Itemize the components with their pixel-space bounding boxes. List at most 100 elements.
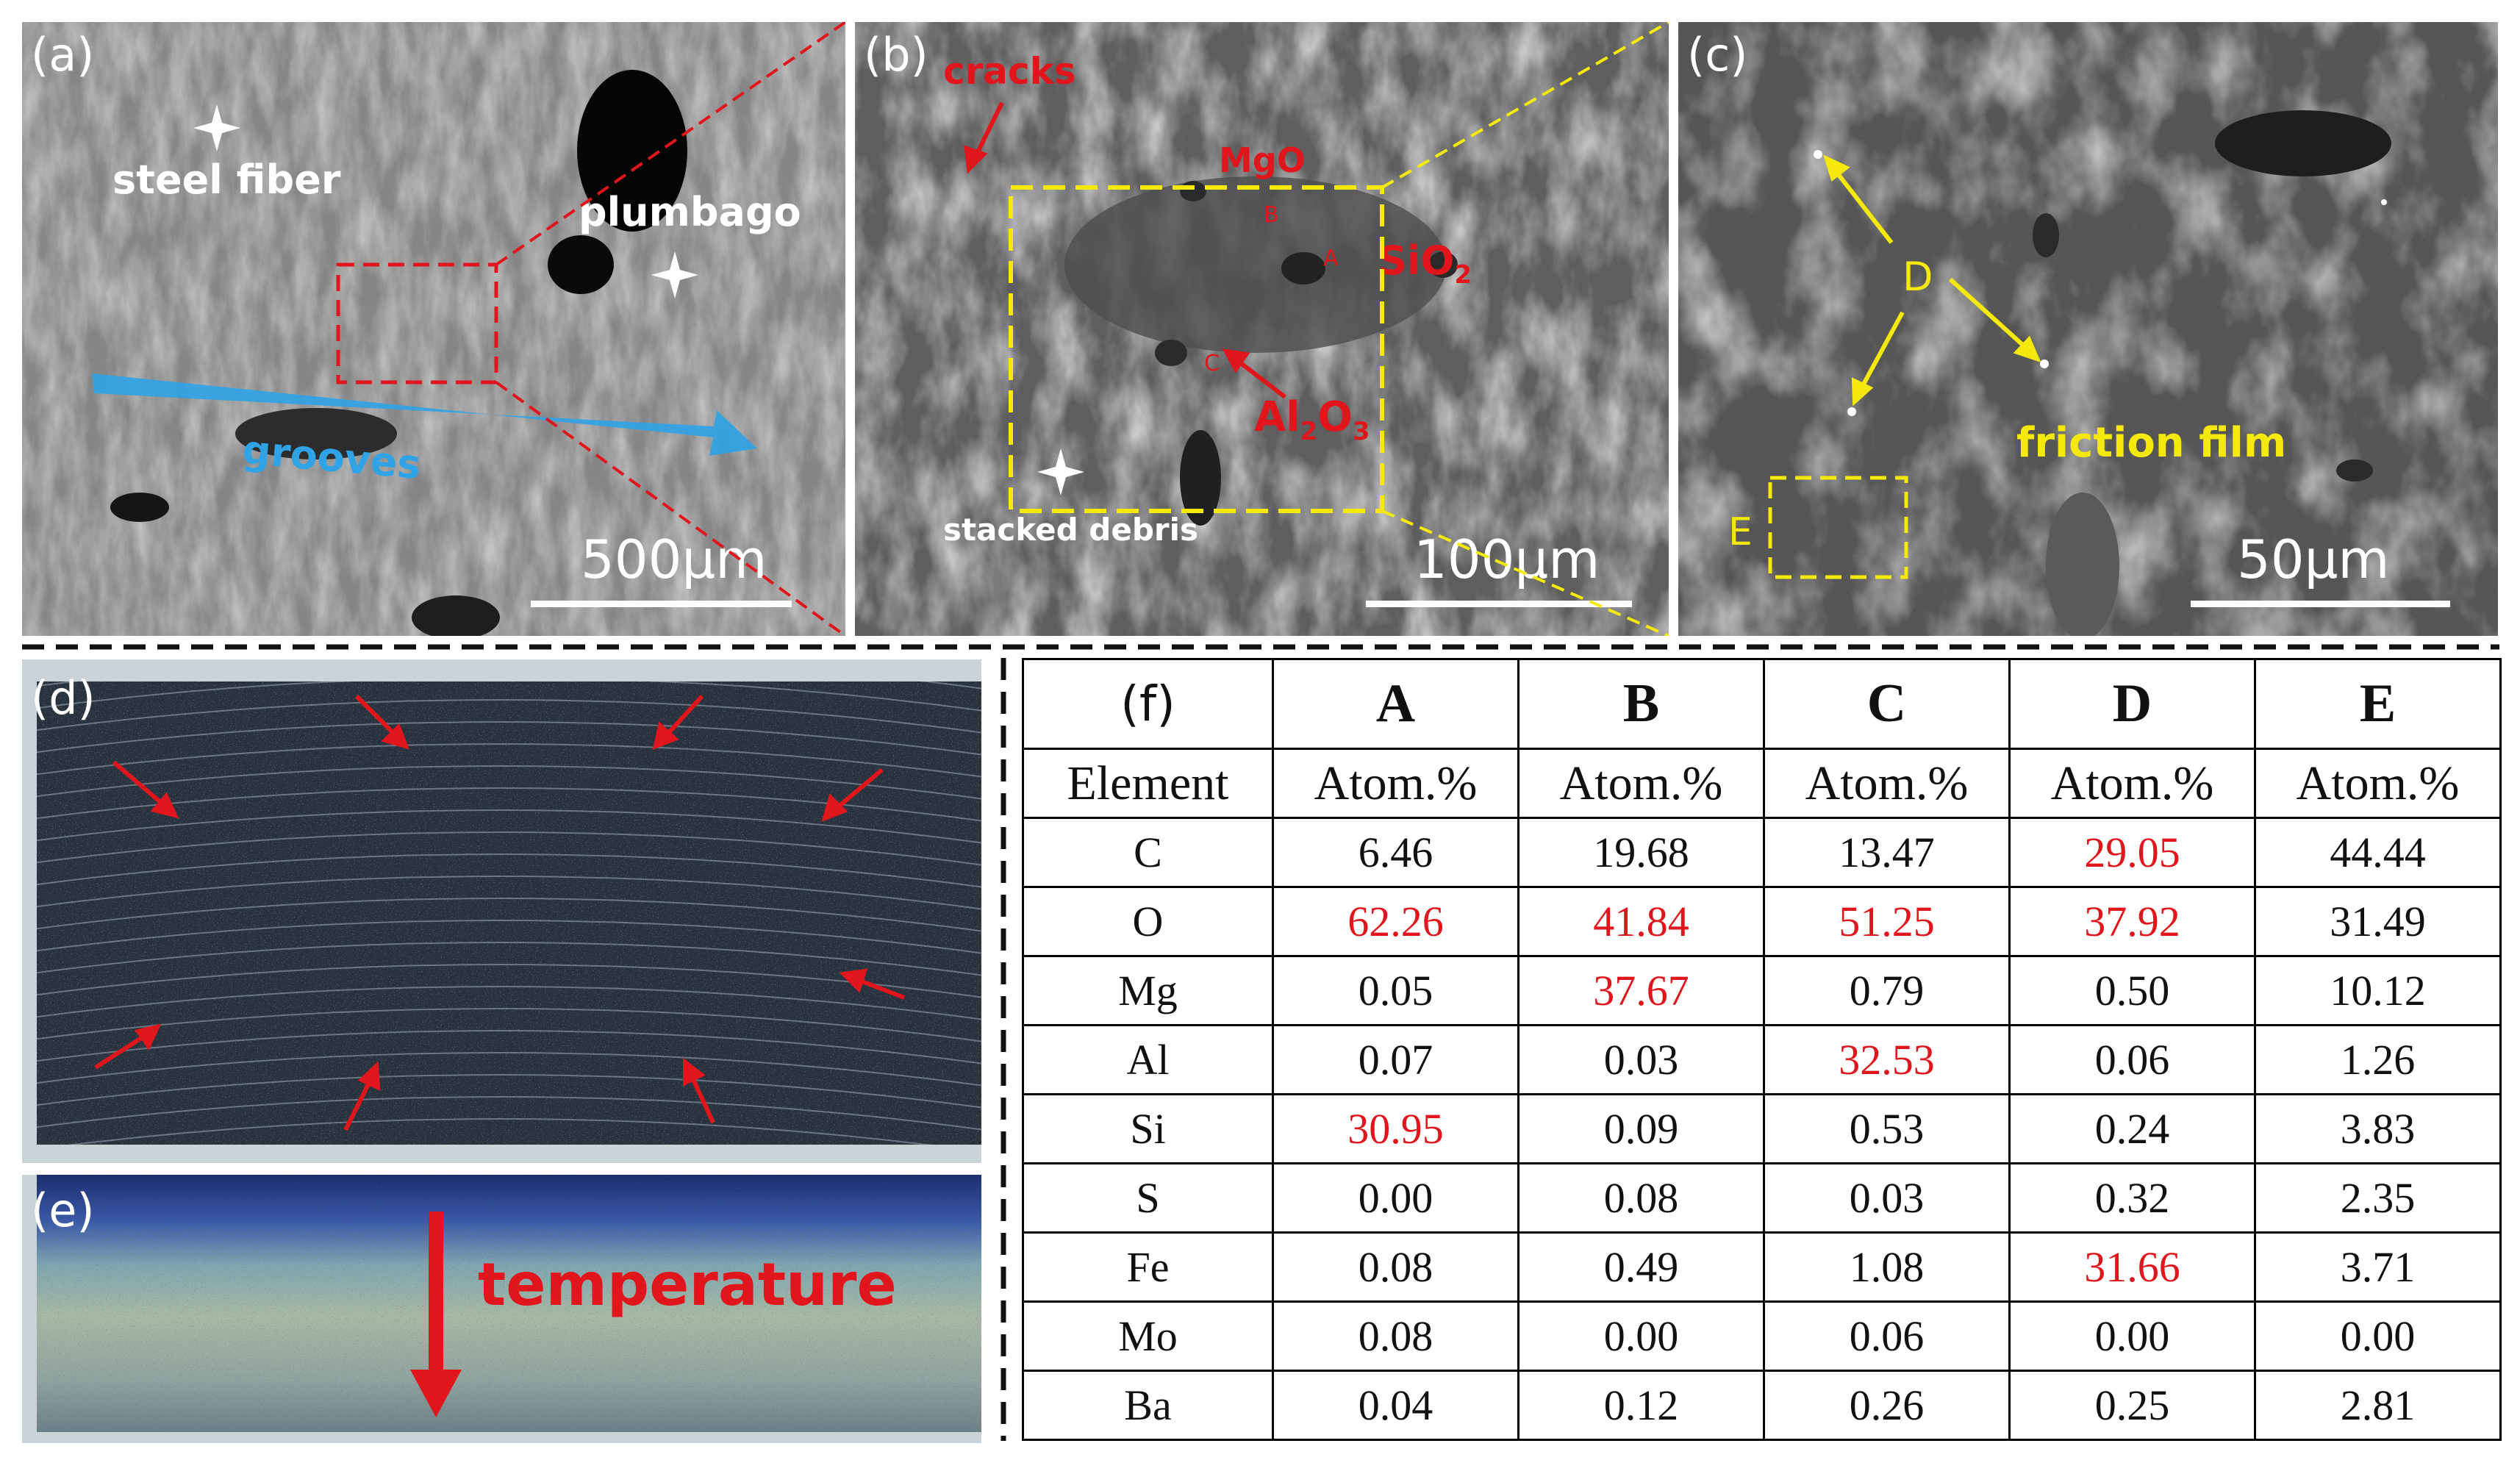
table-row: Fe 0.08 0.49 1.08 31.66 3.71	[1022, 1231, 2502, 1303]
table-row: Si 30.95 0.09 0.53 0.24 3.83	[1022, 1093, 2502, 1164]
value-cell: 10.12	[2254, 955, 2502, 1026]
value-cell: 0.00	[1517, 1300, 1765, 1372]
value-cell: 0.00	[2254, 1300, 2502, 1372]
arrow-icon	[821, 767, 884, 822]
value-cell: 0.07	[1272, 1024, 1519, 1095]
element-cell: Fe	[1022, 1231, 1274, 1303]
scale-label-c: 50μm	[2237, 529, 2390, 590]
value-cell: 2.35	[2254, 1162, 2502, 1234]
photo-panel-e: (e) temperature	[22, 1175, 981, 1443]
arrow-icon	[94, 1023, 162, 1070]
value-cell: 0.26	[1763, 1370, 2011, 1441]
al2o3-sub2: 3	[1352, 417, 1370, 447]
table-row: Ba 0.04 0.12 0.26 0.25 2.81	[1022, 1370, 2502, 1441]
value-cell: 0.08	[1272, 1231, 1519, 1303]
arrow-icon	[112, 760, 179, 819]
column-header: D	[2008, 658, 2256, 750]
panel-label-f: (f)	[1022, 658, 1274, 750]
annotation-plumbago: plumbago	[579, 189, 801, 235]
table-unit-row: Element Atom.% Atom.% Atom.% Atom.% Atom…	[1022, 748, 2502, 819]
arrow-icon	[683, 1057, 715, 1124]
value-cell: 0.04	[1272, 1370, 1519, 1441]
arrow-icon	[354, 694, 409, 750]
arrow-icon	[343, 1061, 381, 1131]
annotation-al2o3: Al2O3	[1254, 397, 1370, 447]
column-header: B	[1517, 658, 1765, 750]
annotation-mgo: MgO	[1219, 140, 1306, 180]
value-cell: 0.24	[2008, 1093, 2256, 1164]
table-row: Al 0.07 0.03 32.53 0.06 1.26	[1022, 1024, 2502, 1095]
value-cell: 31.66	[2008, 1231, 2256, 1303]
column-header: A	[1272, 658, 1519, 750]
value-cell: 2.81	[2254, 1370, 2502, 1441]
element-table-panel: (f) A B C D E Element Atom.% Atom.% Atom…	[1022, 658, 2502, 1441]
value-cell: 41.84	[1517, 886, 1765, 957]
value-cell: 0.03	[1763, 1162, 2011, 1234]
sem-panel-b: (b) cracks MgO B A C SiO2 Al2O3 stacked …	[855, 22, 1669, 636]
value-cell: 0.49	[1517, 1231, 1765, 1303]
element-cell: C	[1022, 817, 1274, 888]
scale-bar-c	[2191, 601, 2450, 607]
panel-label-b: (b)	[864, 28, 928, 82]
sem-panel-a: (a) steel fiber plumbago grooves 500μm	[22, 22, 845, 636]
column-header: E	[2254, 658, 2502, 750]
value-cell: 37.67	[1517, 955, 1765, 1026]
element-cell: Si	[1022, 1093, 1274, 1164]
value-cell: 0.32	[2008, 1162, 2256, 1234]
annotation-point-c: C	[1204, 351, 1220, 376]
annotation-temperature: temperature	[478, 1250, 897, 1319]
panel-label-a: (a)	[31, 28, 95, 82]
value-cell: 30.95	[1272, 1093, 1519, 1164]
value-cell: 37.92	[2008, 886, 2256, 957]
value-cell: 32.53	[1763, 1024, 2011, 1095]
value-cell: 0.06	[1763, 1300, 2011, 1372]
value-cell: 0.12	[1517, 1370, 1765, 1441]
value-cell: 0.50	[2008, 955, 2256, 1026]
element-cell: S	[1022, 1162, 1274, 1234]
value-cell: 0.79	[1763, 955, 2011, 1026]
annotation-stacked-debris: stacked debris	[943, 512, 1199, 548]
value-cell: 0.05	[1272, 955, 1519, 1026]
panel-label-d: (d)	[31, 671, 96, 725]
unit-header: Atom.%	[2008, 748, 2256, 819]
value-cell: 0.25	[2008, 1370, 2256, 1441]
annotation-point-b: B	[1264, 202, 1279, 228]
photo-image-e	[37, 1175, 981, 1432]
value-cell: 51.25	[1763, 886, 2011, 957]
temperature-arrow-icon	[410, 1212, 462, 1417]
annotation-point-e: E	[1728, 510, 1753, 554]
unit-header: Atom.%	[2254, 748, 2502, 819]
value-cell: 44.44	[2254, 817, 2502, 888]
al2o3-al: Al	[1254, 393, 1300, 441]
annotation-cracks: cracks	[943, 50, 1076, 93]
value-cell: 62.26	[1272, 886, 1519, 957]
arrow-icon	[839, 968, 906, 1000]
panel-label-e: (e)	[31, 1184, 95, 1237]
al2o3-o: O	[1317, 393, 1353, 441]
value-cell: 0.00	[1272, 1162, 1519, 1234]
unit-header: Atom.%	[1763, 748, 2011, 819]
panel-label-c: (c)	[1687, 28, 1748, 82]
element-header: Element	[1022, 748, 1274, 819]
annotation-steel-fiber: steel fiber	[112, 157, 341, 203]
element-cell: Al	[1022, 1024, 1274, 1095]
value-cell: 13.47	[1763, 817, 2011, 888]
value-cell: 6.46	[1272, 817, 1519, 888]
value-cell: 0.08	[1272, 1300, 1519, 1372]
annotation-sio2: SiO2	[1378, 241, 1472, 287]
value-cell: 31.49	[2254, 886, 2502, 957]
value-cell: 1.26	[2254, 1024, 2502, 1095]
table-row: Mg 0.05 37.67 0.79 0.50 10.12	[1022, 955, 2502, 1026]
value-cell: 0.03	[1517, 1024, 1765, 1095]
scale-bar-a	[531, 601, 792, 607]
value-cell: 0.06	[2008, 1024, 2256, 1095]
annotation-friction-film: friction film	[2016, 419, 2287, 467]
unit-header: Atom.%	[1272, 748, 1519, 819]
table-row: O 62.26 41.84 51.25 37.92 31.49	[1022, 886, 2502, 957]
sio2-main: SiO	[1378, 237, 1455, 284]
table-row: Mo 0.08 0.00 0.06 0.00 0.00	[1022, 1300, 2502, 1372]
value-cell: 3.83	[2254, 1093, 2502, 1164]
value-cell: 0.09	[1517, 1093, 1765, 1164]
arrow-icon	[652, 694, 704, 750]
